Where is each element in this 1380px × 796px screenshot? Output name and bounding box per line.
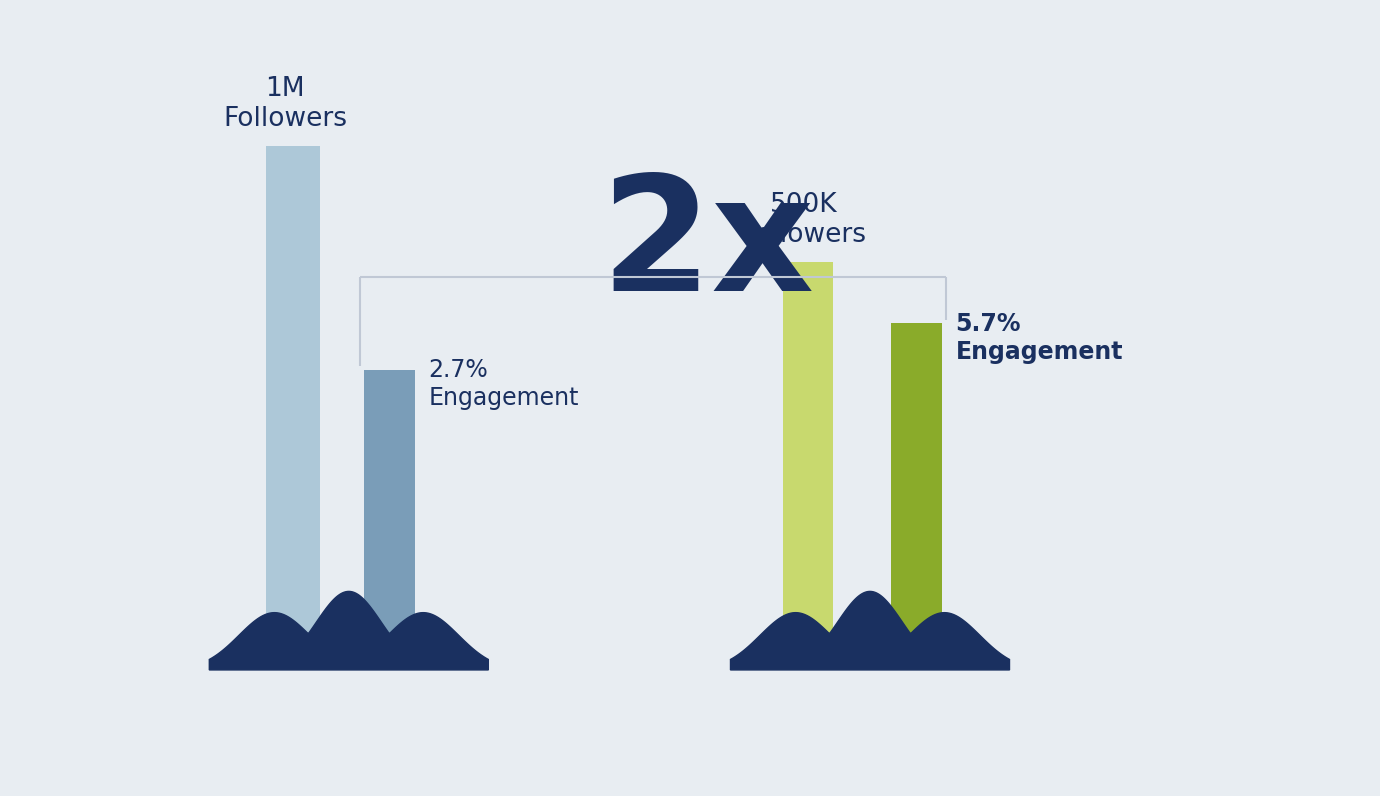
- Bar: [891, 639, 941, 662]
- Bar: [265, 146, 320, 662]
- Bar: [782, 639, 834, 662]
- Bar: [782, 262, 834, 662]
- Bar: [891, 323, 941, 662]
- Text: 2x: 2x: [600, 170, 814, 325]
- Text: 500K
Followers: 500K Followers: [742, 192, 867, 248]
- Bar: [265, 639, 320, 662]
- Polygon shape: [730, 591, 1010, 670]
- Bar: [364, 369, 414, 662]
- Polygon shape: [210, 591, 489, 670]
- Text: 5.7%
Engagement: 5.7% Engagement: [955, 312, 1123, 364]
- Text: 1M
Followers: 1M Followers: [224, 76, 346, 132]
- Text: 2.7%
Engagement: 2.7% Engagement: [429, 358, 580, 410]
